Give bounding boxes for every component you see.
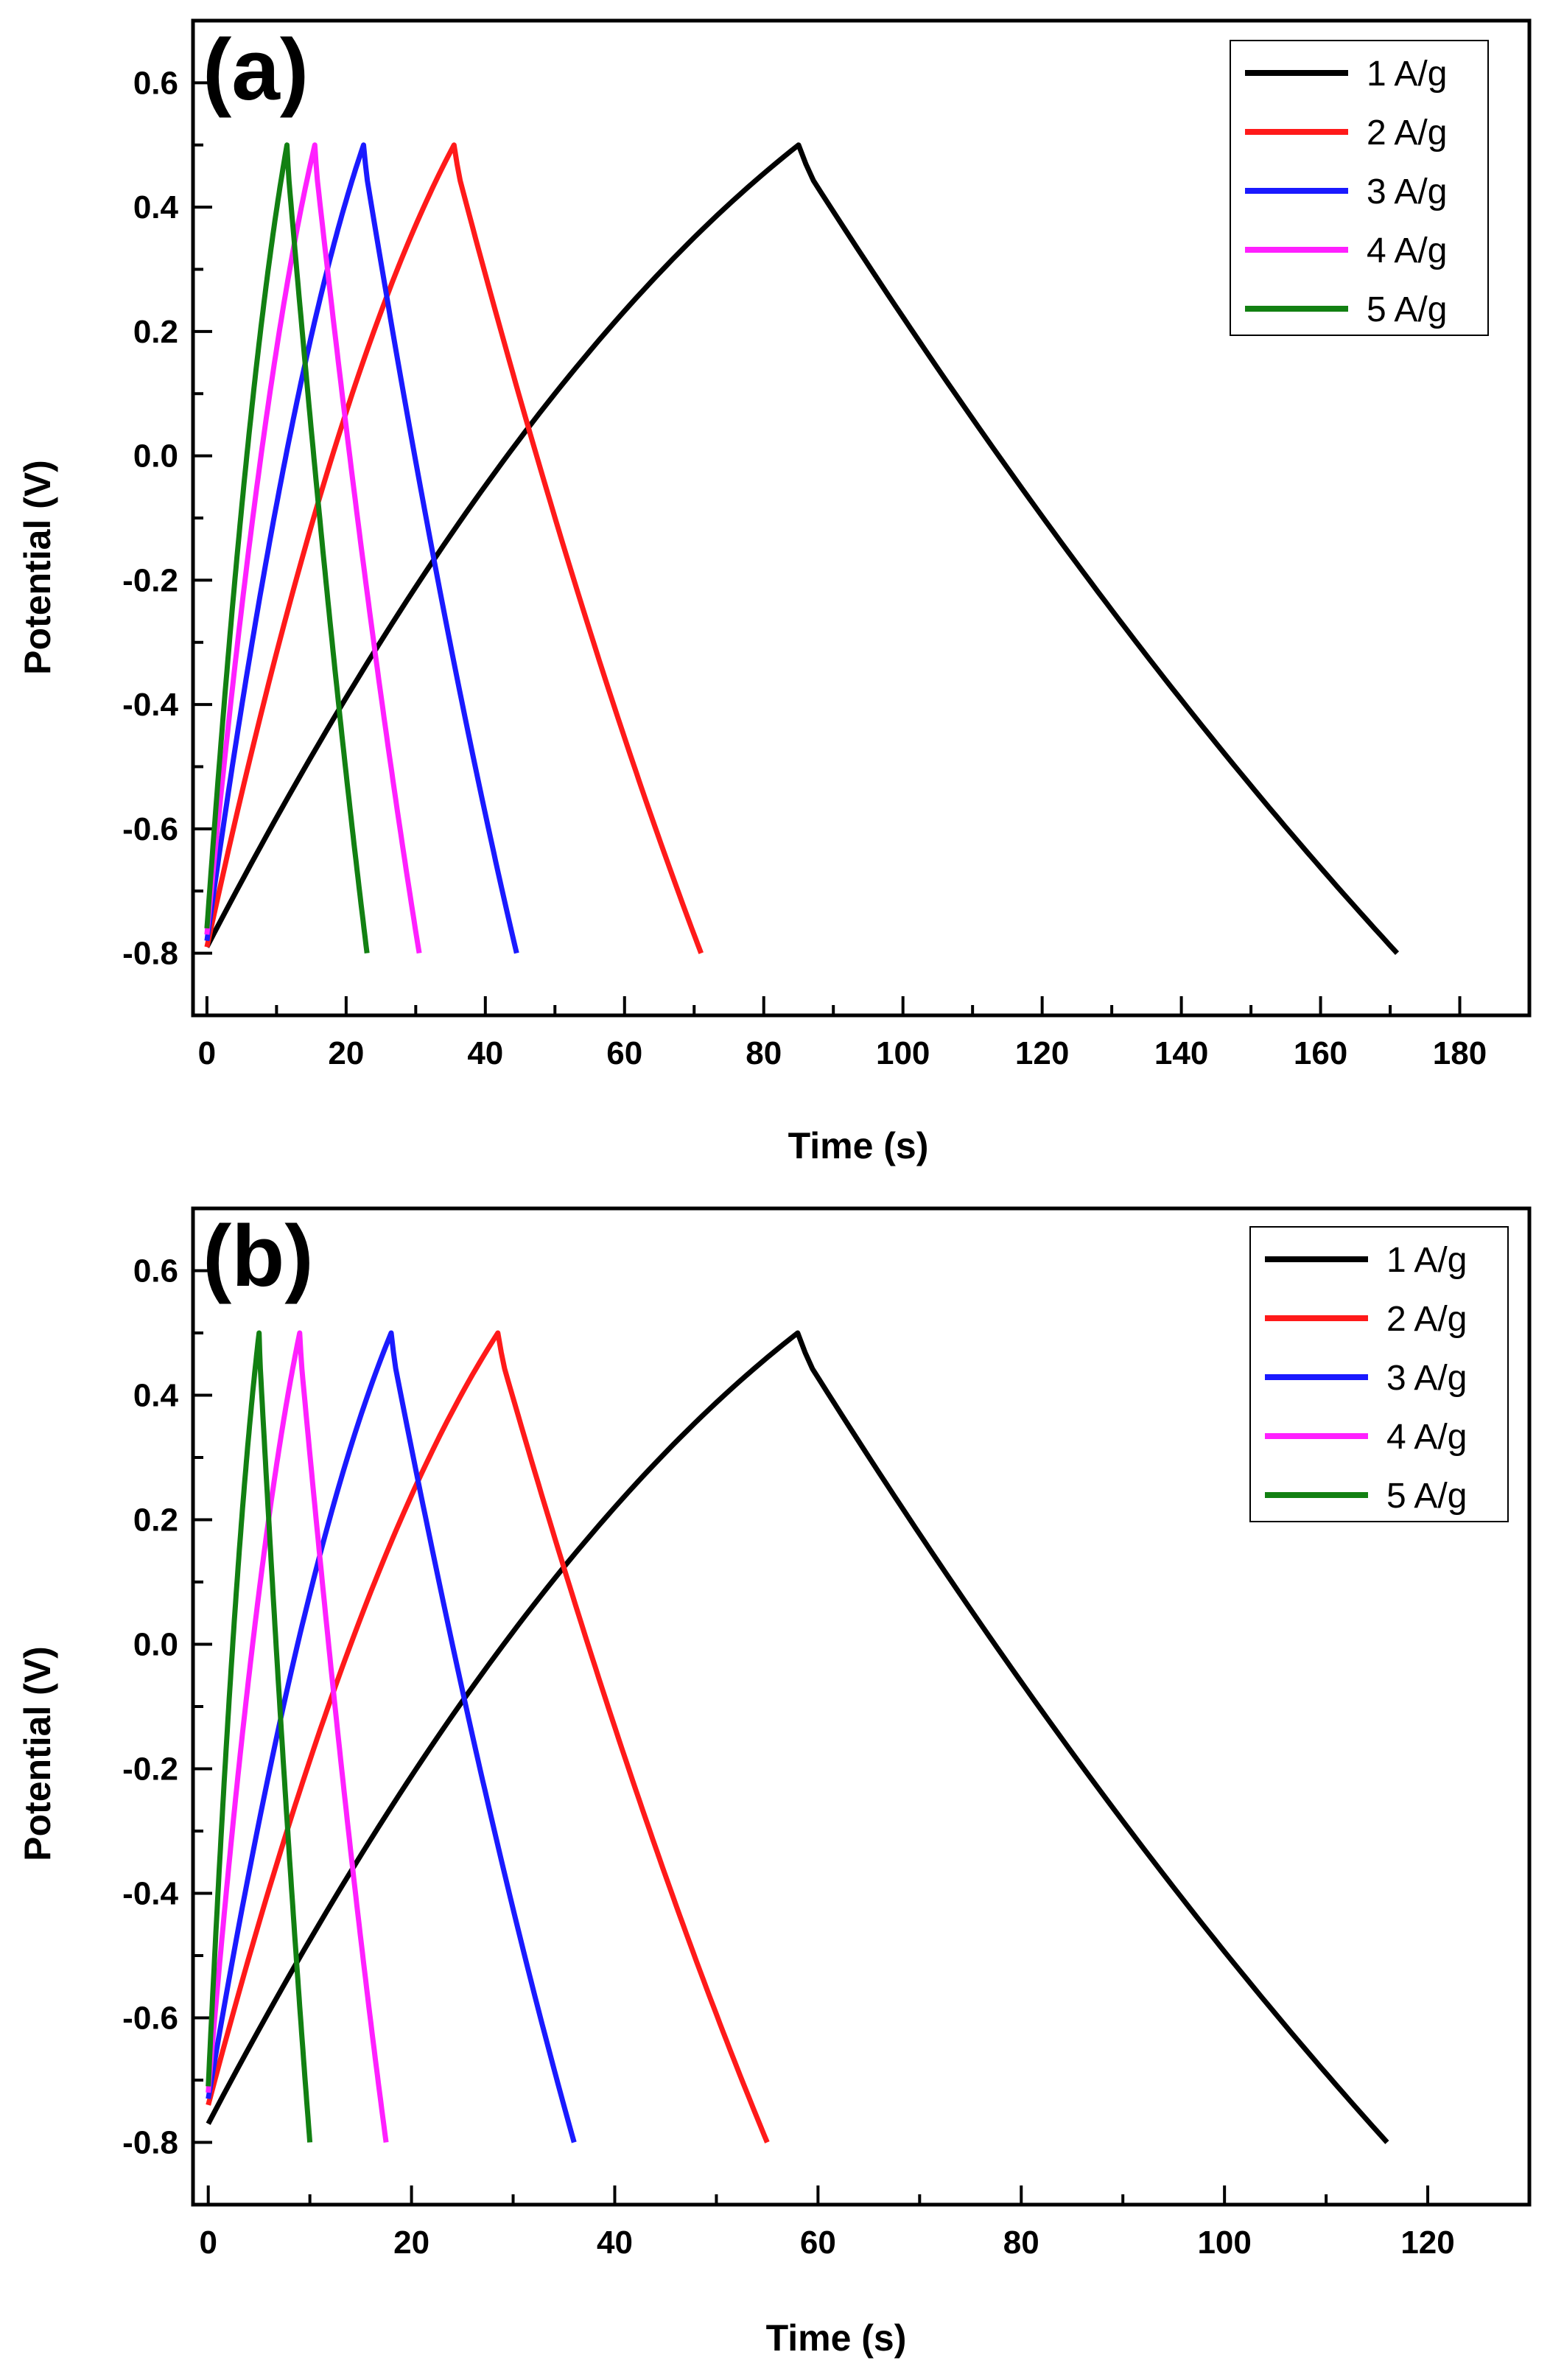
x-tick-label: 80	[1003, 2225, 1039, 2261]
series-line-1ag	[206, 1330, 1389, 2144]
legend-label: 1 A/g	[1367, 55, 1447, 94]
x-tick-label: 120	[1015, 1035, 1069, 1071]
legend: 1 A/g 2 A/g 3 A/g 4 A/g 5 A/g	[1249, 1226, 1509, 1522]
y-tick-label: 0.6	[133, 65, 178, 101]
x-tick-label: 140	[1154, 1035, 1208, 1071]
x-tick-label: 0	[199, 2225, 217, 2261]
series-line-3ag	[204, 142, 519, 954]
y-axis-title: Potential (V)	[17, 460, 58, 675]
legend-label: 2 A/g	[1367, 113, 1447, 153]
y-tick-label: -0.4	[122, 1876, 178, 1912]
x-tick-label: 40	[597, 2225, 633, 2261]
series-line-5ag	[204, 142, 370, 954]
y-tick-label: 0.0	[133, 438, 178, 475]
chart-panel-a: 0 20 40 60 80 100 120 140 160 180 -0.8 -0.6 -0.4 -0.2…	[17, 18, 1532, 1166]
y-tick-label: -0.6	[122, 811, 178, 847]
y-tick-label: 0.6	[133, 1253, 178, 1289]
panel-label: (a)	[203, 21, 309, 119]
y-tick-label: -0.8	[122, 936, 178, 972]
x-tick-label: 0	[198, 1035, 216, 1071]
legend-label: 4 A/g	[1386, 1418, 1467, 1457]
y-tick-label: 0.2	[133, 1502, 178, 1539]
x-tick-label: 20	[393, 2225, 429, 2261]
x-tick-label: 40	[467, 1035, 503, 1071]
y-tick-label: -0.2	[122, 1751, 178, 1788]
series-line-1ag	[204, 142, 1400, 955]
y-tick-label: 0.2	[133, 314, 178, 350]
x-tick-label: 100	[1197, 2225, 1251, 2261]
x-tick-label: 80	[746, 1035, 782, 1071]
legend-label: 4 A/g	[1367, 231, 1447, 270]
x-axis-title: Time (s)	[766, 2317, 907, 2359]
series-line-5ag	[206, 1330, 313, 2143]
series-line-2ag	[206, 1330, 770, 2143]
y-tick-label: -0.6	[122, 2001, 178, 2037]
legend-label: 3 A/g	[1386, 1359, 1467, 1398]
y-tick-label: -0.4	[122, 687, 178, 723]
y-tick-label: 0.0	[133, 1627, 178, 1663]
x-tick-label: 60	[606, 1035, 642, 1071]
x-tick-label: 180	[1433, 1035, 1487, 1071]
legend-label: 2 A/g	[1386, 1300, 1467, 1339]
x-tick-label: 20	[328, 1035, 364, 1071]
legend-label: 1 A/g	[1386, 1241, 1467, 1280]
series-line-3ag	[206, 1330, 577, 2143]
x-tick-label: 100	[876, 1035, 930, 1071]
chart-panel-b: 0 20 40 60 80 100 120 -0.8 -0.6 -0.4 -0.2 0.0 0.2 0.4…	[17, 1206, 1532, 2359]
legend-label: 3 A/g	[1367, 172, 1447, 211]
series-line-4ag	[206, 1330, 389, 2143]
x-tick-label: 160	[1294, 1035, 1347, 1071]
x-tick-label: 60	[800, 2225, 836, 2261]
x-tick-label: 120	[1400, 2225, 1454, 2261]
x-axis-title: Time (s)	[788, 1125, 929, 1166]
legend: 1 A/g 2 A/g 3 A/g 4 A/g 5 A/g	[1230, 40, 1489, 336]
panel-label: (b)	[203, 1208, 314, 1305]
legend-label: 5 A/g	[1386, 1477, 1467, 1516]
series-line-2ag	[204, 142, 704, 954]
legend-label: 5 A/g	[1367, 290, 1447, 329]
y-tick-label: -0.8	[122, 2125, 178, 2161]
y-axis-title: Potential (V)	[17, 1646, 58, 1861]
y-tick-label: -0.2	[122, 562, 178, 598]
y-tick-label: 0.4	[133, 189, 179, 225]
y-tick-label: 0.4	[133, 1378, 179, 1414]
series-line-4ag	[204, 142, 422, 954]
